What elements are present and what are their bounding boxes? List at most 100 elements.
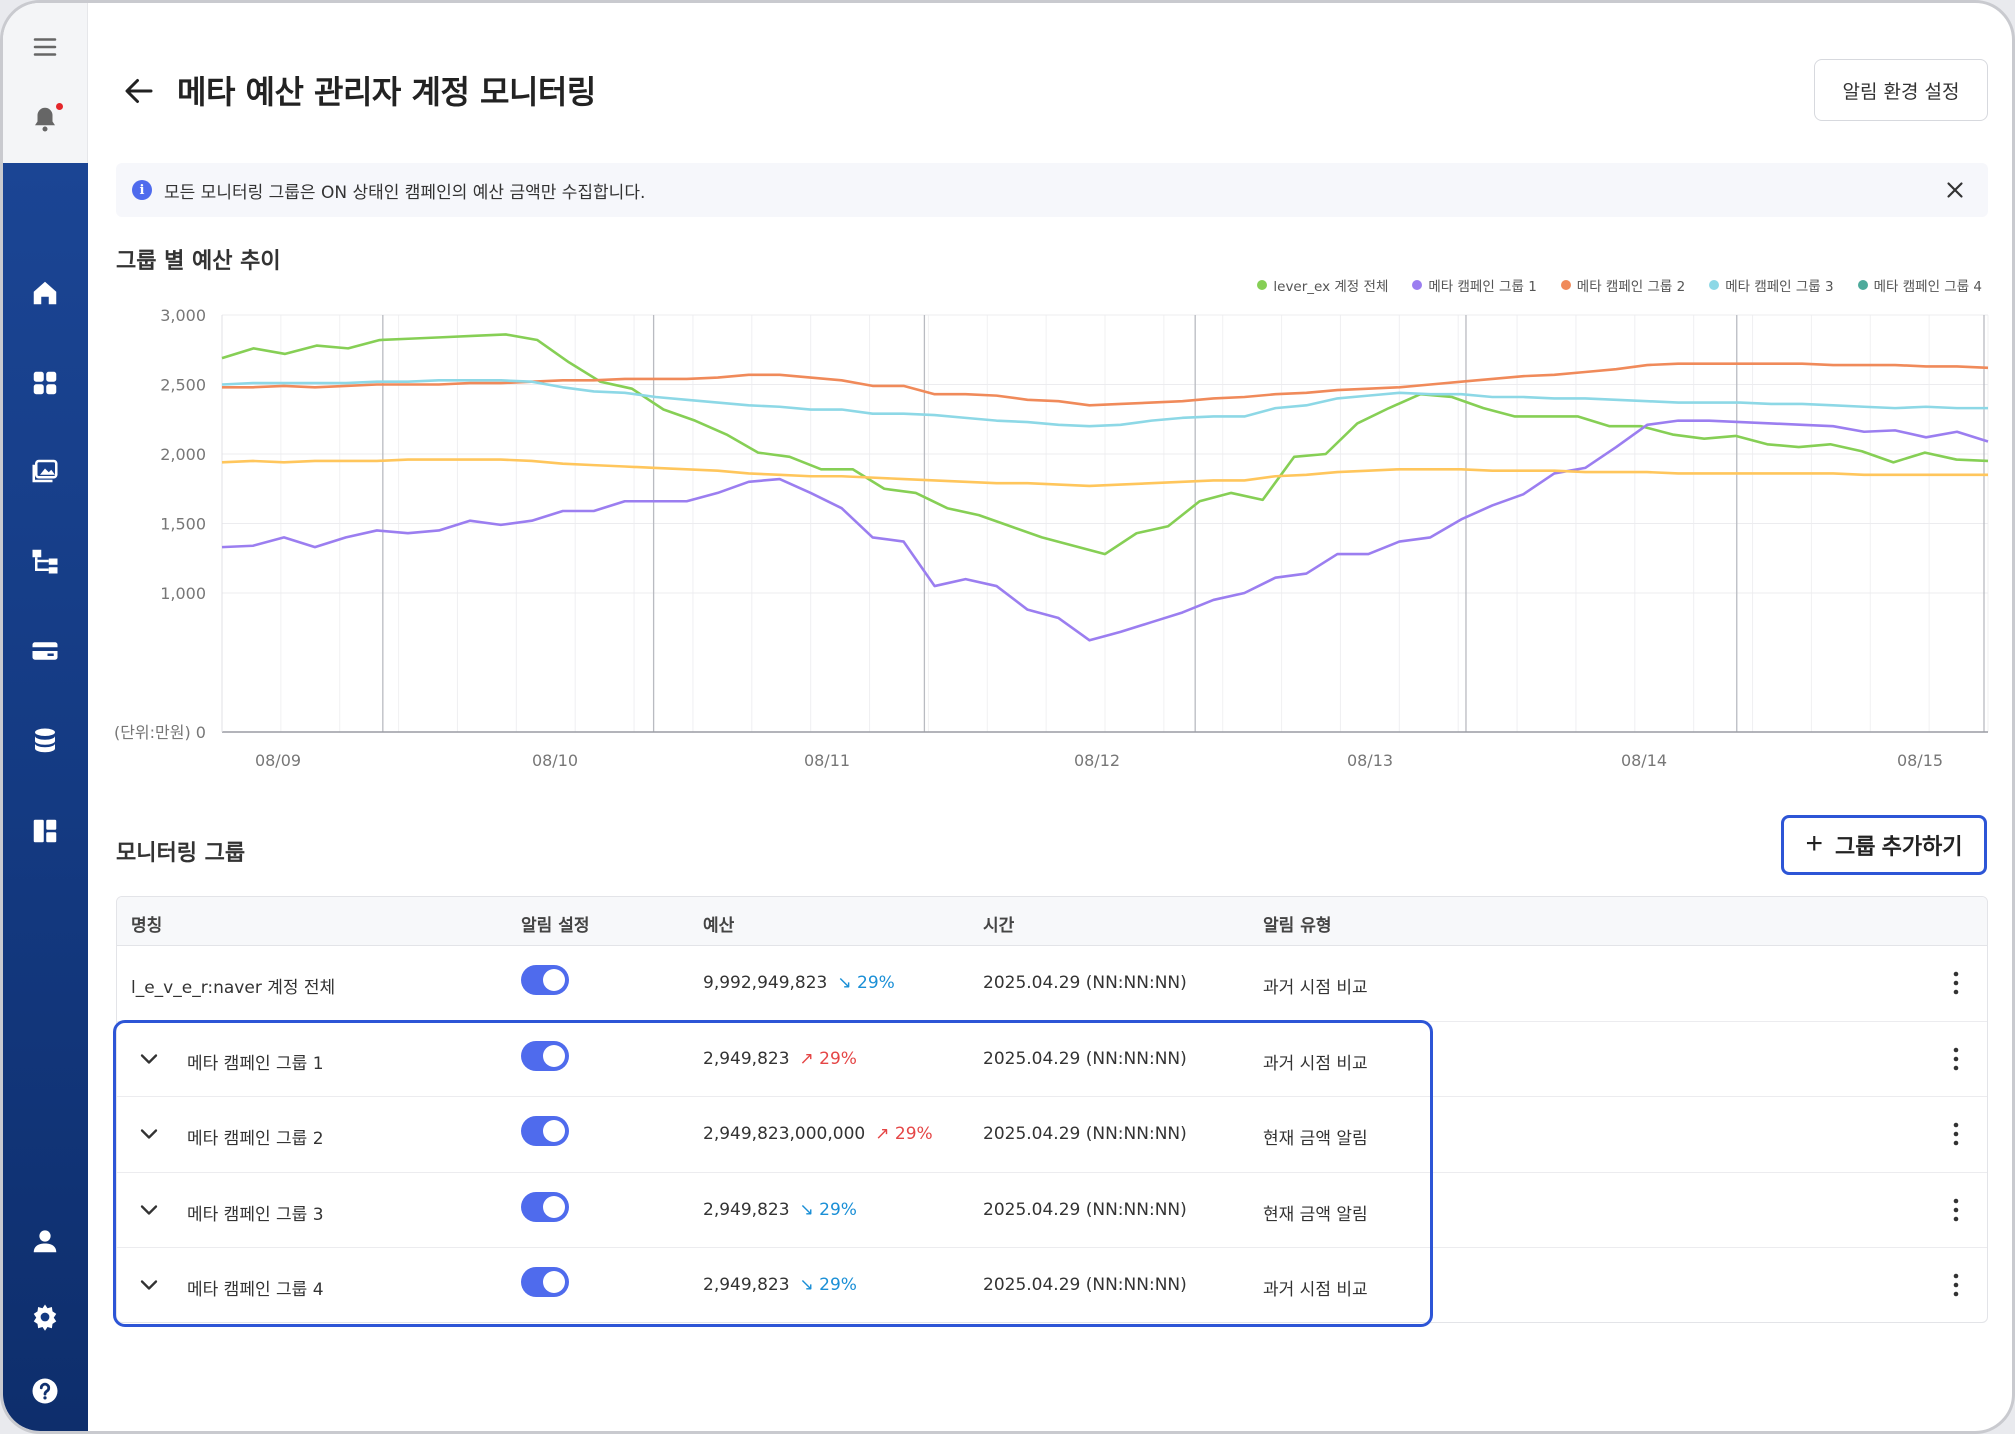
help-icon[interactable] — [29, 1375, 61, 1407]
budget-delta: ↘ 29% — [799, 1275, 857, 1295]
table-row[interactable]: l_e_v_e_r:naver 계정 전체 9,992,949,823 ↘ 29% 2… — [117, 946, 1987, 1022]
legend-label: 메타 캠페인 그룹 3 — [1725, 279, 1834, 295]
legend-label: 메타 캠페인 그룹 1 — [1428, 279, 1537, 295]
y-tick-label: 3,000 — [160, 306, 206, 325]
y-tick-label: 1,000 — [160, 584, 206, 603]
budget-amount: 2,949,823,000,000 — [703, 1124, 866, 1144]
budget-value: 9,992,949,823 ↘ 29% — [703, 973, 895, 993]
chart-section-title: 그룹 별 예산 추이 — [116, 249, 281, 274]
budget-delta: ↘ 29% — [837, 973, 895, 993]
back-arrow-icon[interactable] — [121, 73, 157, 109]
add-group-label: 그룹 추가하기 — [1834, 834, 1963, 859]
legend-dot — [1257, 280, 1268, 290]
series-line-1 — [221, 333, 1989, 556]
group-name: 메타 캠페인 그룹 3 — [187, 1204, 324, 1225]
more-icon[interactable] — [1951, 1269, 1961, 1301]
menu-icon[interactable] — [29, 31, 61, 63]
legend-label: 메타 캠페인 그룹 4 — [1873, 279, 1982, 295]
time-value: 2025.04.29 (NN:NN:NN) — [983, 1124, 1187, 1144]
budget-amount: 2,949,823 — [703, 1199, 790, 1220]
budget-amount: 2,949,823 — [703, 1275, 790, 1295]
x-tick-label: 08/14 — [1621, 751, 1667, 770]
group-name: 메타 캠페인 그룹 2 — [187, 1129, 324, 1149]
add-group-button[interactable]: + 그룹 추가하기 — [1781, 815, 1987, 875]
series-line-2 — [221, 419, 1989, 642]
chevron-down-icon[interactable] — [135, 1271, 163, 1299]
time-value: 2025.04.29 (NN:NN:NN) — [983, 1199, 1187, 1220]
dashboard-icon[interactable] — [29, 815, 61, 847]
alert-settings-button[interactable]: 알림 환경 설정 — [1814, 59, 1988, 121]
photo-folder-icon[interactable] — [29, 455, 61, 487]
info-text: 모든 모니터링 그룹은 ON 상태인 캠페인의 예산 금액만 수집합니다. — [164, 182, 646, 203]
table-row[interactable]: 메타 캠페인 그룹 3 2,949,823 ↘ 29% 2025.04.29 (NN:… — [117, 1173, 1987, 1248]
series-line-3 — [222, 362, 1989, 407]
grid-icon[interactable] — [29, 367, 61, 399]
card-icon[interactable] — [29, 635, 61, 667]
budget-delta: ↘ 29% — [799, 1199, 857, 1220]
group-name: 메타 캠페인 그룹 4 — [187, 1280, 324, 1300]
series-line-4 — [221, 379, 1988, 428]
legend-dot — [1857, 280, 1868, 290]
x-tick-label: 08/12 — [1074, 751, 1120, 770]
chevron-down-icon[interactable] — [135, 1045, 163, 1073]
header-time: 시간 — [983, 916, 1015, 936]
database-icon[interactable] — [29, 725, 61, 757]
group-name: 메타 캠페인 그룹 1 — [187, 1053, 324, 1074]
y-tick-label: (단위:만원) 0 — [114, 723, 206, 742]
more-icon[interactable] — [1951, 1194, 1961, 1226]
x-tick-label: 08/10 — [532, 751, 578, 770]
alert-toggle[interactable] — [521, 1040, 569, 1071]
alert-type: 과거 시점 비교 — [1263, 978, 1368, 998]
legend-item[interactable]: 메타 캠페인 그룹 3 — [1709, 275, 1834, 295]
alert-toggle[interactable] — [521, 965, 569, 995]
notification-dot — [56, 103, 63, 110]
group-name: l_e_v_e_r:naver 계정 전체 — [131, 978, 336, 998]
more-icon[interactable] — [1951, 1043, 1961, 1075]
header-budget: 예산 — [703, 916, 735, 936]
alert-type: 과거 시점 비교 — [1263, 1053, 1368, 1074]
chart-legend: lever_ex 계정 전체 메타 캠페인 그룹 1 메타 캠페인 그룹 2 메타 캠… — [1257, 275, 1982, 295]
budget-value: 2,949,823,000,000 ↗ 29% — [703, 1124, 933, 1144]
sidebar-top — [3, 3, 88, 163]
x-tick-label: 08/13 — [1347, 751, 1393, 770]
legend-item[interactable]: 메타 캠페인 그룹 2 — [1560, 275, 1686, 295]
table-row[interactable]: 메타 캠페인 그룹 1 2,949,823 ↗ 29% 2025.04.29 (NN:… — [117, 1022, 1987, 1097]
header-alert: 알림 설정 — [521, 916, 590, 936]
close-icon[interactable] — [1942, 177, 1968, 203]
table-row[interactable]: 메타 캠페인 그룹 2 2,949,823,000,000 ↗ 29% 2025.04… — [117, 1097, 1987, 1173]
time-value: 2025.04.29 (NN:NN:NN) — [983, 1275, 1187, 1295]
alert-toggle[interactable] — [521, 1267, 569, 1297]
table-body: l_e_v_e_r:naver 계정 전체 9,992,949,823 ↘ 29% 2… — [117, 946, 1987, 1322]
home-icon[interactable] — [29, 277, 61, 309]
budget-value: 2,949,823 ↘ 29% — [703, 1275, 857, 1295]
legend-dot — [1560, 280, 1571, 290]
y-tick-label: 2,000 — [160, 445, 206, 464]
alert-toggle[interactable] — [521, 1116, 569, 1146]
x-tick-label: 08/09 — [255, 751, 301, 770]
table-row[interactable]: 메타 캠페인 그룹 4 2,949,823 ↘ 29% 2025.04.29 (NN:… — [117, 1248, 1987, 1322]
bell-icon[interactable] — [29, 103, 63, 135]
legend-dot — [1412, 280, 1423, 290]
budget-delta: ↗ 29% — [875, 1124, 933, 1144]
group-section-title: 모니터링 그룹 — [116, 841, 246, 866]
budget-amount: 2,949,823 — [703, 1048, 790, 1069]
legend-item[interactable]: lever_ex 계정 전체 — [1257, 275, 1388, 295]
plus-icon: + — [1805, 826, 1823, 860]
tree-icon[interactable] — [29, 545, 61, 577]
header-name: 명칭 — [131, 916, 163, 936]
legend-dot — [1709, 280, 1720, 290]
chevron-down-icon[interactable] — [135, 1196, 163, 1224]
more-icon[interactable] — [1951, 967, 1961, 999]
y-tick-label: 2,500 — [160, 376, 206, 395]
alert-toggle[interactable] — [521, 1191, 569, 1222]
legend-label: 메타 캠페인 그룹 2 — [1576, 279, 1686, 295]
user-icon[interactable] — [29, 1225, 61, 1257]
more-icon[interactable] — [1951, 1118, 1961, 1150]
gear-icon[interactable] — [29, 1301, 61, 1333]
table-header: 명칭 알림 설정 예산 시간 알림 유형 — [117, 897, 1987, 946]
legend-item[interactable]: 메타 캠페인 그룹 1 — [1412, 275, 1537, 295]
x-tick-label: 08/11 — [804, 751, 850, 770]
legend-item[interactable]: 메타 캠페인 그룹 4 — [1857, 275, 1982, 295]
budget-amount: 9,992,949,823 — [703, 973, 828, 993]
chevron-down-icon[interactable] — [135, 1120, 163, 1148]
